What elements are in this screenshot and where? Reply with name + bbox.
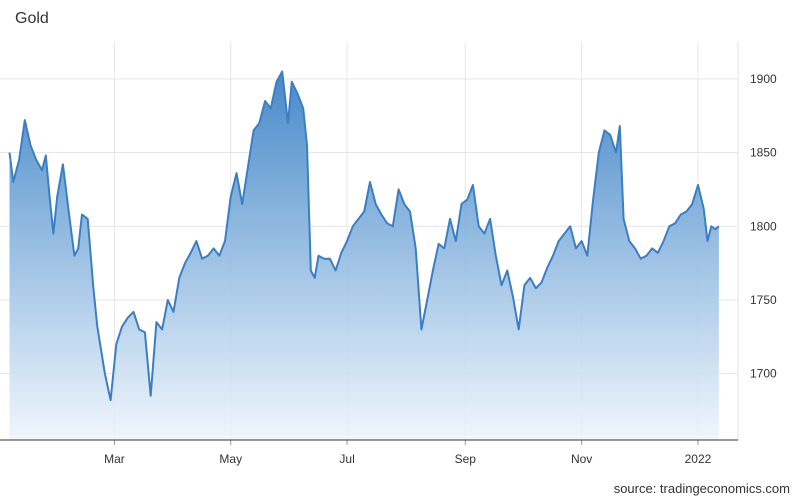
- price-area-fill: [9, 71, 719, 440]
- axis-layer: 1700 1750 1800 1850 1900 Mar May Jul Sep Nov 2022: [0, 42, 777, 466]
- y-tick-label: 1800: [750, 219, 777, 233]
- x-tick-label: 2022: [685, 452, 712, 466]
- y-tick-label: 1700: [750, 367, 777, 381]
- y-tick-label: 1850: [750, 146, 777, 160]
- x-tick-label: Sep: [455, 452, 477, 466]
- chart-title: Gold: [15, 10, 49, 27]
- x-tick-label: Jul: [339, 452, 354, 466]
- x-tick-label: Mar: [104, 452, 125, 466]
- area-layer: [8, 70, 720, 440]
- y-tick-label: 1900: [750, 72, 777, 86]
- x-tick-label: Nov: [571, 452, 592, 466]
- y-tick-label: 1750: [750, 293, 777, 307]
- price-series-line: [8, 70, 720, 402]
- source-label: source: tradingeconomics.com: [613, 481, 790, 496]
- x-tick-label: May: [219, 452, 242, 466]
